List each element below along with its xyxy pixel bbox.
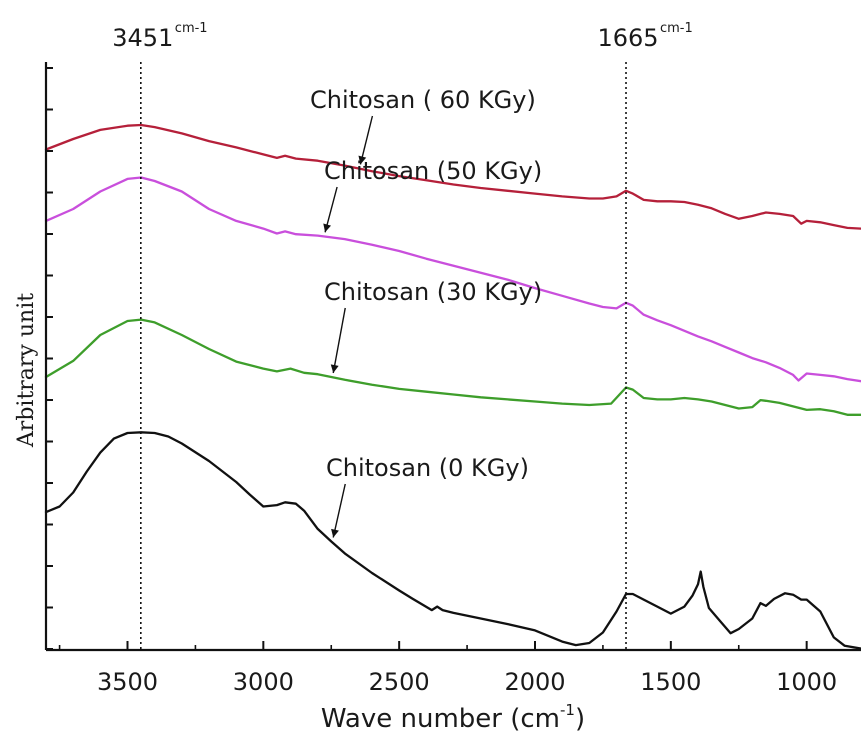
reference-unit-3451: cm-1	[175, 21, 208, 36]
reference-unit-1665: cm-1	[660, 21, 693, 36]
x-axis-label: Wave number (cm-1)	[321, 701, 585, 734]
series-arrow-60-kgy	[359, 115, 374, 165]
axes: 3500 3000 2500 2000 1500 1000	[44, 62, 861, 696]
x-tick-label-1000: 1000	[776, 668, 837, 696]
reference-label-1665: 1665	[597, 24, 658, 52]
x-tick-label-2000: 2000	[504, 668, 565, 696]
plot-area	[44, 123, 861, 650]
y-axis-label: Arbitrary unit	[14, 293, 39, 448]
series-labels: Chitosan ( 60 KGy) Chitosan (50 KGy) Chito…	[310, 86, 542, 538]
x-tick-label-2500: 2500	[369, 668, 430, 696]
x-axis-label-suffix: )	[575, 704, 585, 734]
series-arrowhead-0-kgy	[331, 528, 339, 538]
reference-label-3451: 3451	[112, 24, 173, 52]
series-line-30-kgy	[44, 318, 861, 416]
series-arrow-0-kgy	[332, 483, 346, 538]
series-label-30-kgy: Chitosan (30 KGy)	[324, 278, 542, 306]
x-tick-label-1500: 1500	[640, 668, 701, 696]
x-tick-label-3000: 3000	[233, 668, 294, 696]
series-label-50-kgy: Chitosan (50 KGy)	[324, 157, 542, 185]
x-tick-label-3500: 3500	[97, 668, 158, 696]
series-line-0-kgy	[44, 431, 861, 650]
series-label-0-kgy: Chitosan (0 KGy)	[326, 454, 529, 482]
series-arrowhead-60-kgy	[358, 155, 367, 165]
series-line-60-kgy	[44, 123, 861, 230]
x-axis-label-superscript: -1	[560, 701, 575, 719]
series-arrow-30-kgy	[332, 307, 346, 374]
series-arrowhead-50-kgy	[323, 223, 332, 233]
series-line-50-kgy	[44, 176, 861, 383]
series-label-60-kgy: Chitosan ( 60 KGy)	[310, 86, 536, 114]
reference-lines: 3451 cm-1 1665 cm-1	[112, 21, 693, 650]
series-arrowhead-30-kgy	[330, 364, 339, 373]
